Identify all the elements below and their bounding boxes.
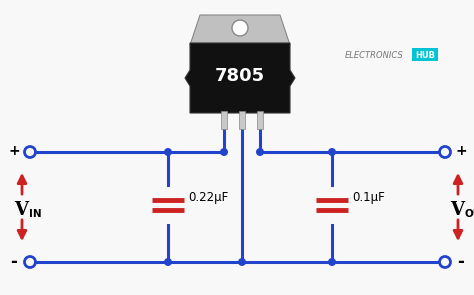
FancyBboxPatch shape: [257, 111, 263, 129]
Polygon shape: [185, 43, 295, 113]
Text: 0.1μF: 0.1μF: [352, 191, 385, 204]
Circle shape: [164, 148, 172, 156]
Circle shape: [439, 147, 450, 158]
Polygon shape: [190, 15, 290, 45]
Circle shape: [220, 148, 228, 156]
Text: +: +: [8, 144, 20, 158]
Text: -: -: [457, 253, 465, 271]
Text: ELECTRONICS: ELECTRONICS: [345, 50, 404, 60]
Text: 0.22μF: 0.22μF: [188, 191, 228, 204]
Circle shape: [328, 148, 336, 156]
Circle shape: [256, 148, 264, 156]
Text: V: V: [450, 201, 464, 219]
Text: +: +: [455, 144, 467, 158]
Circle shape: [232, 20, 248, 36]
Circle shape: [238, 258, 246, 266]
Text: -: -: [10, 253, 18, 271]
Circle shape: [25, 147, 36, 158]
FancyBboxPatch shape: [221, 111, 227, 129]
Text: V: V: [14, 201, 28, 219]
Circle shape: [328, 258, 336, 266]
Circle shape: [439, 256, 450, 268]
Circle shape: [25, 256, 36, 268]
Text: HUB: HUB: [415, 50, 435, 60]
Circle shape: [164, 258, 172, 266]
Text: IN: IN: [29, 209, 42, 219]
Text: 7805: 7805: [215, 67, 265, 85]
Text: OUT: OUT: [465, 209, 474, 219]
FancyBboxPatch shape: [412, 48, 438, 61]
FancyBboxPatch shape: [239, 111, 245, 129]
